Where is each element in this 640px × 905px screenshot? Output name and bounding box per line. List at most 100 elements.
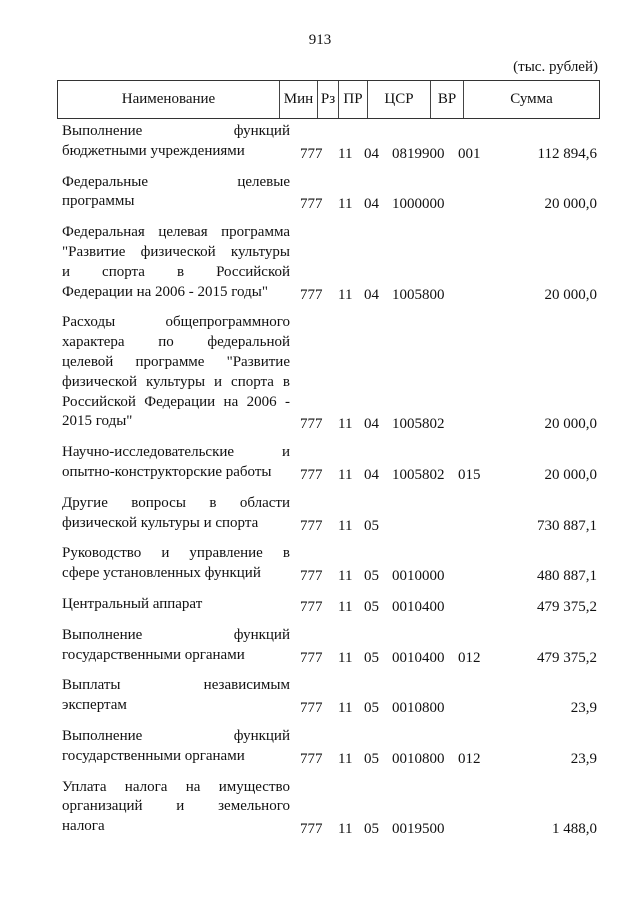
cell-min: 777 <box>300 466 323 483</box>
cell-rz: 11 <box>338 821 353 838</box>
row-name-line: Уплата налога на имущество <box>62 778 290 795</box>
row-name: Научно-исследовательские и опытно-констру… <box>62 443 290 483</box>
cell-pr: 05 <box>364 649 379 666</box>
row-name: Выполнение функций бюджетными учреждениям… <box>62 122 290 162</box>
cell-rz: 11 <box>338 700 353 717</box>
cell-sum: 479 375,2 <box>537 649 597 666</box>
row-name-line: Центральный аппарат <box>62 595 203 612</box>
cell-min: 777 <box>300 821 323 838</box>
cell-sum: 20 000,0 <box>544 416 598 433</box>
row-name-line: бюджетными учреждениями <box>62 142 245 159</box>
cell-min: 777 <box>300 145 323 162</box>
cell-pr: 04 <box>364 466 379 483</box>
header-csr: ЦСР <box>368 81 431 118</box>
row-name: Уплата налога на имущество организаций и … <box>62 778 290 837</box>
cell-csr: 0010800 <box>392 750 445 767</box>
row-name: Выполнение функций государственными орган… <box>62 727 290 767</box>
row-name: Выплаты независимым экспертам <box>62 676 290 716</box>
cell-sum: 20 000,0 <box>544 466 598 483</box>
table-row: Научно-исследовательские и опытно-констру… <box>62 443 600 483</box>
cell-pr: 05 <box>364 821 379 838</box>
cell-sum: 480 887,1 <box>537 568 597 585</box>
cell-pr: 04 <box>364 416 379 433</box>
row-name-line: Выплаты независимым <box>62 677 290 694</box>
row-name-line: Федеральная целевая программа <box>62 224 290 241</box>
table-row: Выполнение функций государственными орган… <box>62 626 600 666</box>
table-row: Федеральные целевые программы 777 11 04 10000… <box>62 173 600 213</box>
cell-sum: 1 488,0 <box>552 821 597 838</box>
row-name: Выполнение функций государственными орган… <box>62 626 290 666</box>
cell-vr: 015 <box>458 466 481 483</box>
cell-csr: 1005802 <box>392 466 445 483</box>
cell-rz: 11 <box>338 145 353 162</box>
cell-sum: 20 000,0 <box>544 196 598 213</box>
row-name-line: налога <box>62 818 105 835</box>
cell-pr: 05 <box>364 750 379 767</box>
cell-rz: 11 <box>338 466 353 483</box>
row-name-line: характера по федеральной <box>62 334 290 351</box>
cell-pr: 05 <box>364 517 379 534</box>
row-name-line: 2015 годы" <box>62 413 133 430</box>
row-name-line: государственными органами <box>62 747 245 764</box>
units-label: (тыс. рублей) <box>513 59 598 75</box>
table-row: Выполнение функций государственными орган… <box>62 727 600 767</box>
cell-csr: 0010400 <box>392 649 445 666</box>
row-name-line: Выполнение функций <box>62 727 290 744</box>
cell-vr: 001 <box>458 145 481 162</box>
cell-rz: 11 <box>338 750 353 767</box>
row-name-line: Выполнение функций <box>62 123 290 139</box>
cell-sum: 23,9 <box>570 700 597 717</box>
header-vr: ВР <box>431 81 464 118</box>
cell-min: 777 <box>300 286 323 303</box>
cell-sum: 479 375,2 <box>537 598 597 615</box>
row-name-line: и спорта в Российской <box>62 263 290 280</box>
cell-vr: 012 <box>458 649 481 666</box>
row-name: Руководство и управление в сфере установл… <box>62 544 290 584</box>
row-name-line: сфере установленных функций <box>62 565 261 582</box>
row-name: Центральный аппарат <box>62 595 290 615</box>
cell-csr: 0019500 <box>392 821 445 838</box>
row-name: Другие вопросы в области физической культ… <box>62 494 290 534</box>
cell-min: 777 <box>300 649 323 666</box>
header-pr: ПР <box>339 81 368 118</box>
table-row: Центральный аппарат 777 11 05 0010400 479 375… <box>62 595 600 615</box>
row-name-line: Другие вопросы в области <box>62 494 290 511</box>
row-name-line: Выполнение функций <box>62 626 290 643</box>
row-name: Федеральные целевые программы <box>62 173 290 213</box>
cell-csr: 0010800 <box>392 700 445 717</box>
row-name-line: Расходы общепрограммного <box>62 314 290 331</box>
header-name: Наименование <box>58 81 280 118</box>
table-row: Федеральная целевая программа "Развитие ф… <box>62 223 600 302</box>
cell-csr: 1005802 <box>392 416 445 433</box>
row-name: Федеральная целевая программа "Развитие ф… <box>62 223 290 302</box>
cell-csr: 1005800 <box>392 286 445 303</box>
row-name-line: физической культуры и спорта в <box>62 373 290 390</box>
table-row: Руководство и управление в сфере установл… <box>62 544 600 584</box>
header-sum: Сумма <box>510 91 553 107</box>
cell-min: 777 <box>300 700 323 717</box>
row-name-line: Научно-исследовательские и <box>62 444 290 461</box>
cell-min: 777 <box>300 517 323 534</box>
table-row: Выплаты независимым экспертам 777 11 05 00108… <box>62 676 600 716</box>
row-name-line: государственными органами <box>62 646 245 663</box>
table-header: Наименование Мин Рз ПР ЦСР ВР Сумма <box>57 80 600 119</box>
table-body: Выполнение функций бюджетными учреждениям… <box>62 122 600 848</box>
page-number: 913 <box>308 32 332 48</box>
cell-rz: 11 <box>338 416 353 433</box>
cell-min: 777 <box>300 416 323 433</box>
table-row: Другие вопросы в области физической культ… <box>62 494 600 534</box>
table-row: Расходы общепрограммного характера по фед… <box>62 313 600 432</box>
row-name-line: физической культуры и спорта <box>62 514 259 531</box>
cell-sum: 20 000,0 <box>544 286 598 303</box>
cell-min: 777 <box>300 196 323 213</box>
row-name-line: Российской Федерации на 2006 - <box>62 393 290 410</box>
cell-min: 777 <box>300 750 323 767</box>
cell-rz: 11 <box>338 568 353 585</box>
cell-sum: 23,9 <box>570 750 597 767</box>
cell-min: 777 <box>300 598 323 615</box>
row-name-line: Руководство и управление в <box>62 545 290 562</box>
table-row: Выполнение функций бюджетными учреждениям… <box>62 122 600 162</box>
cell-sum: 112 894,6 <box>537 145 597 162</box>
row-name: Расходы общепрограммного характера по фед… <box>62 313 290 432</box>
cell-rz: 11 <box>338 196 353 213</box>
